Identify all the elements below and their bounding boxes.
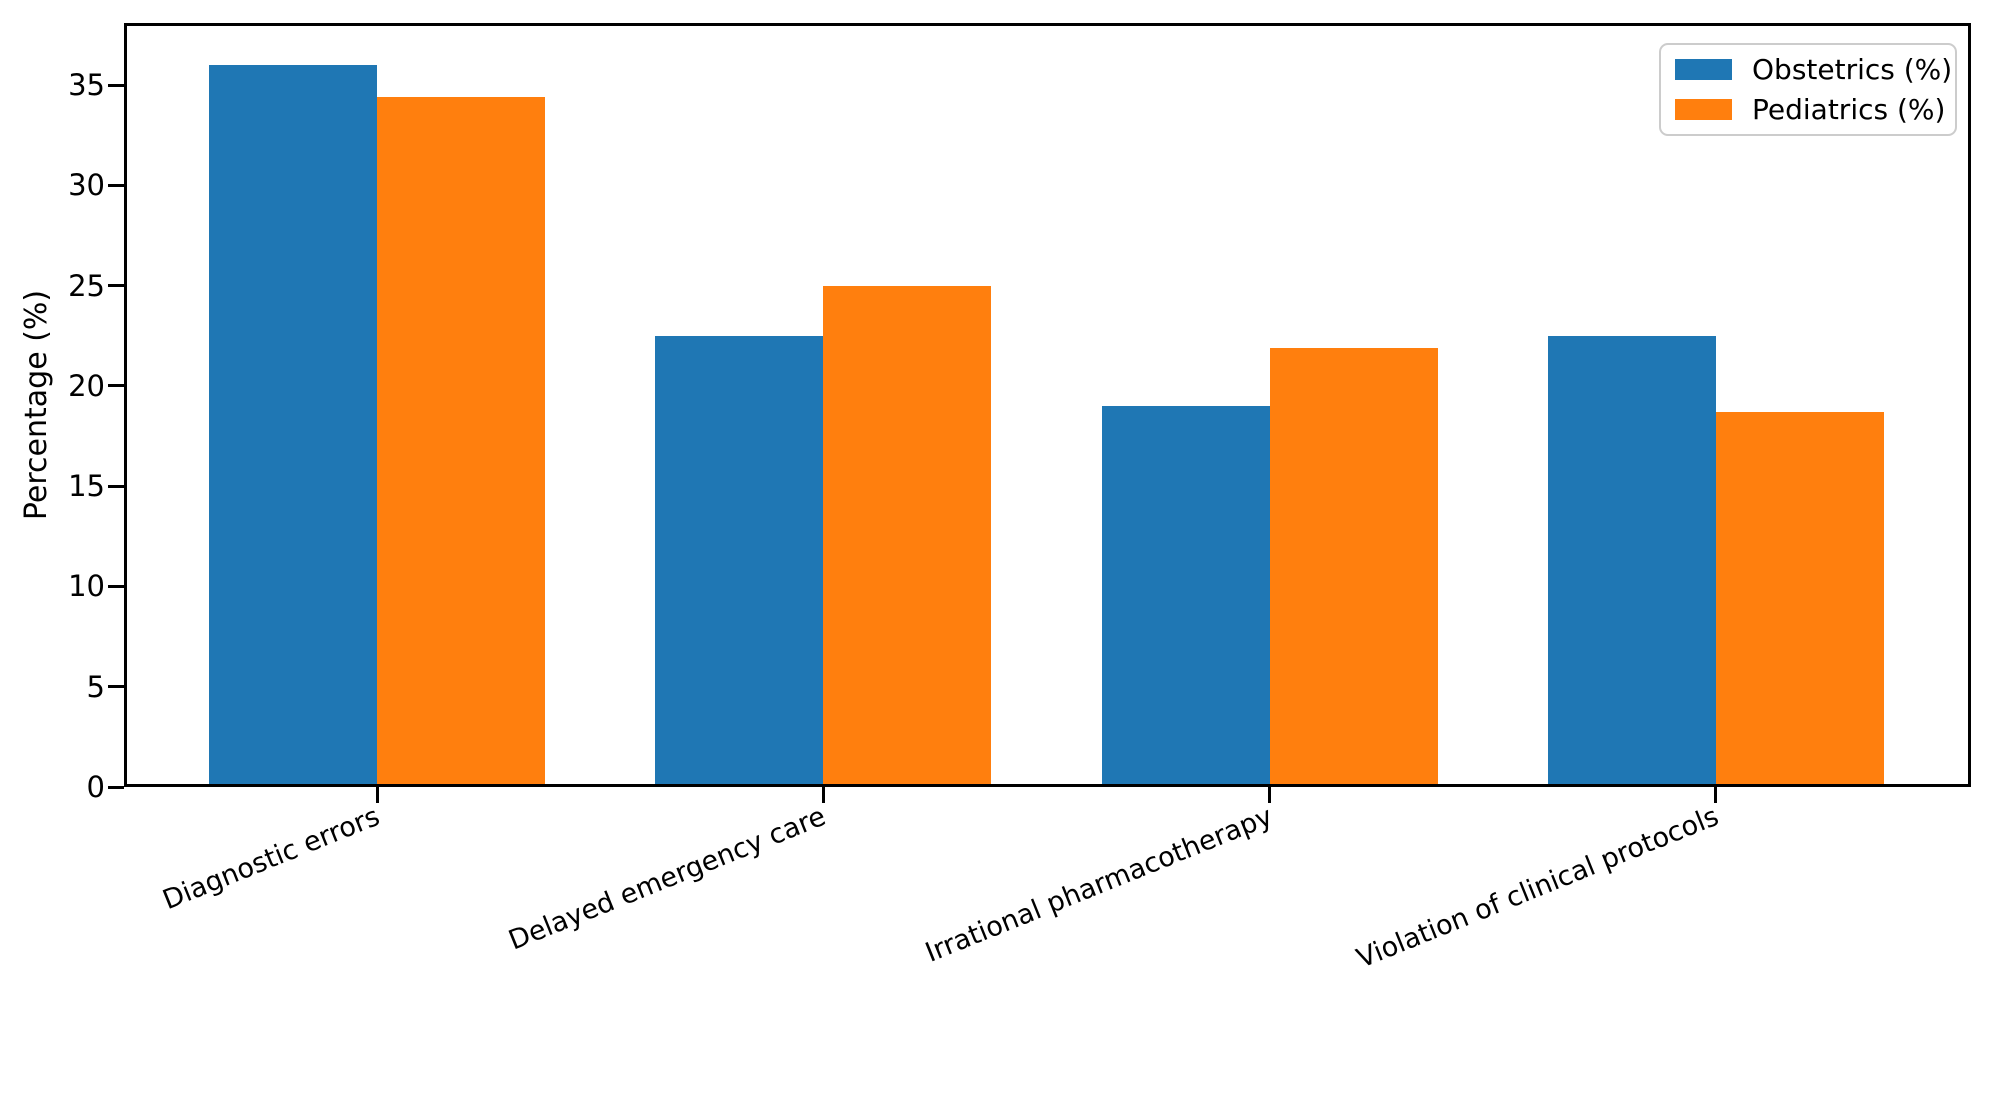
y-tick-label-30: 30 xyxy=(68,168,105,203)
figure-root: 0 5 10 15 20 25 30 35 Diagnostic errors Delayed … xyxy=(17,23,1971,975)
x-tick-mark-irrational-pharmacotherapy xyxy=(1268,787,1271,803)
y-axis: 0 5 10 15 20 25 30 35 xyxy=(68,68,124,804)
bar-pediatrics-delayed-emergency-care xyxy=(823,285,992,787)
bar-obstetrics-delayed-emergency-care xyxy=(655,335,824,787)
y-tick-label-10: 10 xyxy=(68,569,105,604)
bar-obstetrics-irrational-pharmacotherapy xyxy=(1101,406,1270,787)
bar-obstetrics-diagnostic-errors xyxy=(209,65,378,787)
y-axis-label: Percentage (%) xyxy=(17,105,57,705)
y-tick-label-25: 25 xyxy=(68,268,105,303)
y-tick-mark-35 xyxy=(108,83,124,87)
y-tick-mark-10 xyxy=(108,584,124,588)
legend-label-obstetrics: Obstetrics (%) xyxy=(1752,52,1953,86)
legend: Obstetrics (%) Pediatrics (%) xyxy=(1659,43,1957,136)
y-tick-mark-5 xyxy=(108,685,124,689)
bar-pediatrics-diagnostic-errors xyxy=(377,97,546,787)
legend-swatch-obstetrics xyxy=(1675,58,1732,80)
y-tick-label-5: 5 xyxy=(86,669,105,704)
y-tick-mark-15 xyxy=(108,484,124,488)
x-tick-mark-violation-of-clinical-protocols xyxy=(1714,787,1718,803)
bars-layer xyxy=(209,65,1884,787)
x-tick-mark-diagnostic-errors xyxy=(375,787,379,803)
legend-swatch-pediatrics xyxy=(1675,99,1732,121)
y-axis-label-text: Percentage (%) xyxy=(19,289,54,521)
legend-entry-pediatrics: Pediatrics (%) xyxy=(1675,92,1945,129)
bar-pediatrics-irrational-pharmacotherapy xyxy=(1269,347,1438,787)
y-tick-mark-20 xyxy=(108,384,124,388)
y-tick-mark-30 xyxy=(108,183,124,187)
y-tick-mark-0 xyxy=(108,785,124,789)
bar-obstetrics-violation-of-clinical-protocols xyxy=(1547,335,1716,787)
legend-entry-obstetrics: Obstetrics (%) xyxy=(1675,51,1952,88)
y-tick-label-15: 15 xyxy=(68,469,105,504)
bar-pediatrics-violation-of-clinical-protocols xyxy=(1715,412,1884,787)
legend-label-pediatrics: Pediatrics (%) xyxy=(1752,93,1946,127)
x-tick-label-diagnostic-errors: Diagnostic errors xyxy=(158,800,385,917)
x-axis: Diagnostic errors Delayed emergency care I… xyxy=(159,787,1723,975)
y-tick-label-35: 35 xyxy=(68,68,105,103)
y-tick-mark-25 xyxy=(108,284,124,288)
x-tick-mark-delayed-emergency-care xyxy=(821,787,825,803)
y-tick-label-20: 20 xyxy=(68,368,105,403)
y-tick-label-0: 0 xyxy=(86,770,105,804)
